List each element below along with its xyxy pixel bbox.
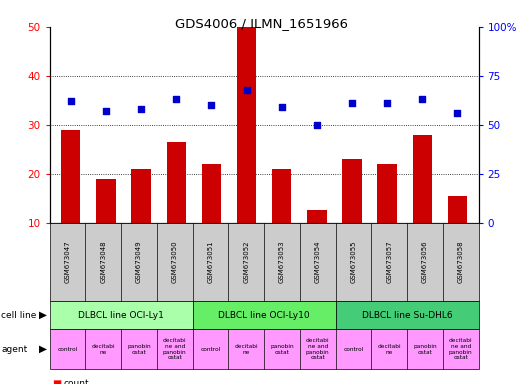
Text: GSM673053: GSM673053 <box>279 241 285 283</box>
Text: decitabi
ne: decitabi ne <box>378 344 401 355</box>
Text: panobin
ostat: panobin ostat <box>127 344 151 355</box>
Text: GSM673047: GSM673047 <box>64 241 71 283</box>
Bar <box>272 169 291 223</box>
Point <box>66 98 75 104</box>
Text: GSM673052: GSM673052 <box>243 241 249 283</box>
Text: agent: agent <box>1 345 27 354</box>
Point <box>137 106 145 112</box>
Text: control: control <box>200 347 221 352</box>
Text: decitabi
ne and
panobin
ostat: decitabi ne and panobin ostat <box>306 338 329 361</box>
Point <box>207 102 215 108</box>
Text: cell line: cell line <box>1 311 37 320</box>
Bar <box>61 130 81 223</box>
Point <box>453 110 462 116</box>
Text: GDS4006 / ILMN_1651966: GDS4006 / ILMN_1651966 <box>175 17 348 30</box>
Text: panobin
ostat: panobin ostat <box>413 344 437 355</box>
Text: ▶: ▶ <box>39 310 48 320</box>
Bar <box>96 179 116 223</box>
Bar <box>131 169 151 223</box>
Bar <box>166 142 186 223</box>
Text: GSM673049: GSM673049 <box>136 241 142 283</box>
Text: count: count <box>64 379 89 384</box>
Text: control: control <box>58 347 78 352</box>
Text: GSM673048: GSM673048 <box>100 241 106 283</box>
Text: GSM673051: GSM673051 <box>208 241 213 283</box>
Text: panobin
ostat: panobin ostat <box>270 344 294 355</box>
Bar <box>237 27 256 223</box>
Bar <box>307 210 326 223</box>
Text: decitabi
ne: decitabi ne <box>92 344 115 355</box>
Text: DLBCL line Su-DHL6: DLBCL line Su-DHL6 <box>362 311 452 320</box>
Text: DLBCL line OCI-Ly10: DLBCL line OCI-Ly10 <box>218 311 310 320</box>
Text: control: control <box>343 347 363 352</box>
Bar <box>343 159 362 223</box>
Text: ■: ■ <box>52 379 62 384</box>
Text: decitabi
ne: decitabi ne <box>234 344 258 355</box>
Point <box>278 104 286 110</box>
Point <box>383 100 391 106</box>
Text: GSM673054: GSM673054 <box>315 241 321 283</box>
Point <box>313 122 321 128</box>
Text: GSM673050: GSM673050 <box>172 241 178 283</box>
Text: GSM673055: GSM673055 <box>350 241 357 283</box>
Bar <box>378 164 397 223</box>
Text: ▶: ▶ <box>39 344 48 354</box>
Bar <box>413 135 432 223</box>
Point <box>172 96 180 103</box>
Point <box>102 108 110 114</box>
Text: DLBCL line OCI-Ly1: DLBCL line OCI-Ly1 <box>78 311 164 320</box>
Text: GSM673056: GSM673056 <box>422 241 428 283</box>
Text: decitabi
ne and
panobin
ostat: decitabi ne and panobin ostat <box>163 338 187 361</box>
Point <box>242 86 251 93</box>
Point <box>418 96 426 103</box>
Text: decitabi
ne and
panobin
ostat: decitabi ne and panobin ostat <box>449 338 472 361</box>
Text: GSM673057: GSM673057 <box>386 241 392 283</box>
Point <box>348 100 356 106</box>
Bar <box>202 164 221 223</box>
Text: GSM673058: GSM673058 <box>458 241 464 283</box>
Bar <box>448 196 467 223</box>
